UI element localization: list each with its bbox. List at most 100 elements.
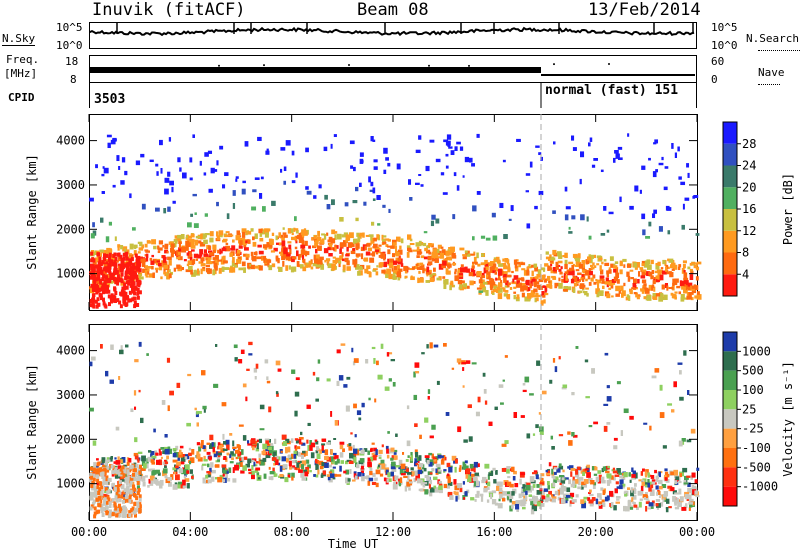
- velocity-cell: [240, 470, 245, 474]
- power-cell: [606, 293, 611, 299]
- velocity-cell: [665, 479, 670, 483]
- power-cell: [163, 208, 167, 214]
- cpid-value-1: 3503: [94, 92, 126, 107]
- y-axis-label: Slant Range [km]: [25, 154, 39, 270]
- velocity-cell: [283, 441, 287, 446]
- power-cell: [390, 245, 395, 249]
- velocity-cell: [100, 509, 104, 514]
- power-cell: [355, 217, 359, 222]
- velocity-cell: [222, 479, 226, 483]
- velocity-cell: [580, 486, 584, 490]
- velocity-cell: [554, 366, 558, 373]
- velocity-cell: [132, 472, 135, 477]
- velocity-cell: [123, 470, 127, 475]
- velocity-cell: [408, 487, 411, 491]
- velocity-cell: [113, 508, 117, 513]
- power-cell: [542, 295, 546, 298]
- power-cell: [575, 261, 580, 267]
- power-cell: [448, 264, 451, 269]
- velocity-cell: [189, 457, 195, 464]
- velocity-cell: [427, 489, 430, 494]
- power-cell: [416, 255, 420, 258]
- power-cell: [600, 233, 606, 236]
- power-cell: [144, 243, 148, 248]
- power-cell: [585, 259, 588, 265]
- velocity-cell: [681, 438, 686, 442]
- velocity-cell: [481, 479, 485, 484]
- power-cell: [687, 282, 693, 288]
- power-cell: [314, 235, 317, 240]
- power-cell: [563, 273, 567, 279]
- power-cell: [224, 267, 230, 270]
- power-cell: [665, 266, 668, 272]
- velocity-cell: [288, 454, 291, 458]
- power-cell: [534, 266, 539, 272]
- velocity-cell: [126, 490, 130, 495]
- velocity-cell: [564, 477, 569, 480]
- power-cell: [334, 244, 337, 250]
- velocity-cell: [685, 503, 688, 509]
- power-cell: [568, 261, 574, 265]
- power-cell: [139, 276, 144, 280]
- power-cell: [99, 293, 103, 298]
- power-cell: [332, 256, 336, 259]
- power-cell: [99, 296, 103, 301]
- velocity-cell: [495, 470, 498, 475]
- power-cell: [434, 252, 439, 259]
- power-cell: [643, 296, 647, 300]
- velocity-cell: [559, 482, 562, 485]
- power-cell: [192, 193, 197, 197]
- x-axis-label: Time UT: [328, 537, 379, 551]
- velocity-cell: [419, 434, 422, 439]
- power-cell: [677, 146, 680, 152]
- velocity-cell: [270, 443, 274, 447]
- velocity-cell: [184, 472, 187, 477]
- velocity-cell: [390, 359, 396, 362]
- velocity-cell: [202, 445, 206, 450]
- power-cell: [633, 292, 637, 295]
- power-cell: [641, 213, 646, 220]
- power-cell: [108, 258, 112, 263]
- power-cell: [292, 256, 297, 260]
- power-cell: [281, 237, 285, 241]
- power-cell: [627, 275, 631, 282]
- power-cell: [472, 236, 475, 241]
- velocity-cell: [391, 461, 396, 467]
- power-cell: [335, 258, 338, 265]
- power-cell: [409, 243, 415, 246]
- power-cell: [202, 235, 206, 240]
- power-cell: [111, 262, 115, 266]
- power-cell: [359, 182, 362, 187]
- power-cell: [482, 286, 487, 293]
- power-cell: [684, 284, 688, 289]
- power-cell: [576, 277, 580, 282]
- velocity-cell: [113, 461, 118, 464]
- power-cell: [527, 293, 532, 299]
- power-cell: [669, 272, 674, 278]
- power-cell: [120, 263, 124, 268]
- velocity-cell: [415, 463, 419, 466]
- power-cell: [110, 293, 114, 298]
- power-cell: [259, 233, 263, 237]
- power-cell: [661, 284, 665, 290]
- power-cell: [244, 141, 249, 147]
- velocity-cell: [446, 462, 451, 468]
- power-cell: [655, 169, 659, 173]
- power-cell: [344, 257, 349, 263]
- velocity-cell: [93, 499, 97, 504]
- power-cell: [559, 271, 563, 275]
- velocity-cell: [459, 487, 463, 493]
- power-cell: [431, 214, 436, 220]
- power-cell: [157, 250, 161, 254]
- power-cell: [198, 261, 203, 264]
- velocity-cell: [294, 448, 298, 452]
- velocity-cell: [96, 485, 100, 490]
- velocity-cell: [588, 425, 593, 428]
- power-cell: [103, 282, 106, 287]
- velocity-cell: [268, 439, 271, 443]
- power-cell: [596, 291, 600, 298]
- x-tick-label: 08:00: [274, 525, 310, 539]
- velocity-cell: [521, 488, 525, 493]
- velocity-cell: [184, 456, 188, 460]
